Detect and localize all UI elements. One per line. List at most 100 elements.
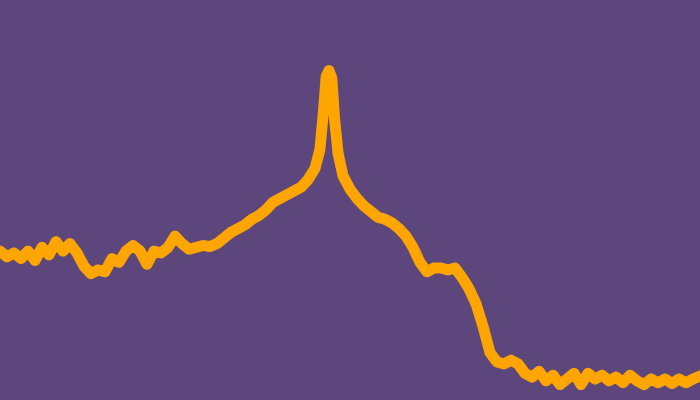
data-point	[552, 374, 554, 376]
data-point	[419, 261, 421, 263]
data-point	[27, 250, 29, 252]
data-point	[566, 378, 568, 380]
data-point	[685, 382, 687, 384]
data-point	[468, 288, 470, 290]
data-point	[0, 250, 1, 252]
data-point	[587, 372, 589, 374]
data-point	[132, 244, 134, 247]
data-point	[601, 374, 603, 376]
data-point	[237, 228, 239, 230]
data-point	[671, 382, 673, 385]
data-point	[622, 382, 624, 384]
data-point	[104, 271, 106, 273]
data-point	[608, 380, 610, 382]
data-point	[139, 250, 141, 252]
data-point	[440, 267, 442, 269]
data-point	[20, 258, 22, 260]
data-point	[6, 256, 8, 258]
data-point	[62, 250, 64, 252]
data-point	[293, 190, 295, 192]
data-point	[160, 252, 162, 254]
data-point	[538, 370, 540, 372]
data-point	[146, 263, 148, 265]
data-point	[300, 186, 302, 188]
data-point	[314, 167, 316, 169]
data-point	[55, 241, 57, 243]
data-point	[244, 224, 246, 226]
data-point	[216, 243, 218, 245]
data-point	[307, 179, 309, 181]
data-point	[370, 211, 372, 213]
data-point	[503, 363, 505, 365]
data-point	[398, 228, 400, 230]
data-point	[384, 218, 386, 220]
data-point	[454, 267, 456, 269]
data-point	[489, 352, 491, 354]
data-point	[545, 380, 547, 382]
data-point	[692, 378, 694, 380]
data-point	[209, 246, 211, 248]
data-point	[223, 237, 225, 239]
data-point	[167, 246, 169, 248]
data-point	[34, 259, 36, 262]
data-point	[580, 384, 582, 386]
data-point	[594, 378, 596, 380]
data-point	[650, 378, 652, 380]
data-point	[265, 209, 267, 211]
data-point	[559, 384, 561, 386]
data-point	[615, 376, 617, 378]
data-point	[76, 252, 78, 254]
data-point	[475, 303, 477, 305]
data-point	[664, 378, 666, 380]
data-point	[531, 376, 533, 378]
data-point	[174, 235, 176, 237]
data-point	[377, 216, 379, 218]
data-point	[629, 374, 631, 376]
data-point	[433, 267, 435, 269]
data-point	[524, 372, 526, 374]
data-point	[258, 214, 260, 216]
data-point	[391, 222, 393, 224]
data-point	[125, 250, 127, 252]
data-point	[349, 188, 351, 190]
data-point	[573, 372, 575, 374]
data-point	[13, 252, 15, 254]
data-point	[83, 265, 85, 267]
data-point	[97, 269, 99, 271]
data-point	[188, 248, 190, 250]
data-point	[325, 75, 327, 77]
data-point	[356, 197, 358, 200]
series-layer	[0, 65, 700, 391]
data-point	[279, 197, 281, 200]
data-point	[482, 325, 484, 327]
data-point	[496, 361, 498, 363]
data-point	[286, 194, 288, 196]
data-point	[153, 250, 155, 252]
data-point	[118, 261, 120, 263]
data-point	[636, 380, 638, 382]
data-point	[461, 276, 463, 278]
data-point	[657, 382, 659, 384]
data-point	[342, 175, 344, 177]
data-point	[426, 271, 428, 273]
data-point	[319, 149, 321, 151]
data-point	[337, 152, 339, 154]
data-point	[195, 246, 197, 248]
data-point	[328, 70, 330, 72]
data-point	[322, 111, 324, 113]
data-point	[251, 218, 253, 220]
data-point	[181, 243, 183, 245]
data-point	[678, 378, 680, 380]
data-point	[363, 205, 365, 207]
data-point	[643, 384, 645, 386]
data-point	[334, 118, 336, 121]
data-point	[405, 235, 407, 237]
data-point	[230, 231, 232, 233]
data-point	[412, 246, 414, 248]
data-point	[331, 77, 333, 79]
data-point	[48, 254, 50, 256]
data-point	[41, 246, 43, 248]
data-point	[90, 273, 92, 275]
